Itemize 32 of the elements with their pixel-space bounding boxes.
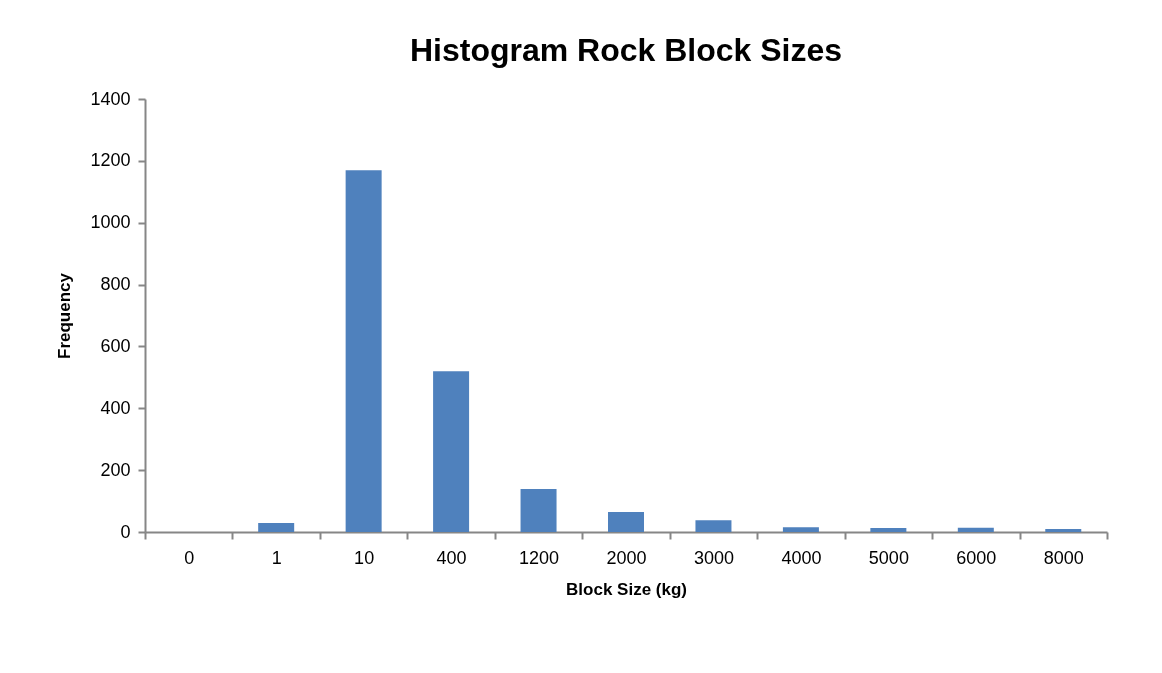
x-tick-label: 1200 xyxy=(519,547,560,568)
bar xyxy=(433,371,470,532)
y-tick-label: 800 xyxy=(100,274,131,295)
x-tick-label: 3000 xyxy=(693,547,734,568)
y-tick-label: 1200 xyxy=(90,150,131,171)
y-tick-label: 600 xyxy=(100,335,131,356)
x-tick-label: 10 xyxy=(354,547,375,568)
x-tick-label: 0 xyxy=(184,547,195,568)
bar xyxy=(608,511,644,532)
bar xyxy=(957,527,994,532)
x-tick-label: 5000 xyxy=(868,547,909,568)
bar xyxy=(782,527,819,532)
x-tick-label: 2000 xyxy=(606,547,647,568)
bar xyxy=(695,520,732,532)
y-tick-label: 0 xyxy=(120,521,131,542)
x-tick-label: 1 xyxy=(271,547,282,568)
bar xyxy=(520,489,557,532)
bar xyxy=(345,170,382,532)
y-tick-label: 1000 xyxy=(90,212,131,233)
x-tick-label: 400 xyxy=(436,547,467,568)
x-tick-label: 8000 xyxy=(1043,547,1084,568)
chart-title: Histogram Rock Block Sizes xyxy=(409,32,843,68)
x-axis-title: Block Size (kg) xyxy=(566,579,687,599)
bar xyxy=(870,527,907,532)
y-tick-label: 400 xyxy=(100,397,131,418)
y-axis-title: Frequency xyxy=(55,272,75,359)
x-tick-label: 4000 xyxy=(781,547,822,568)
x-tick-label: 6000 xyxy=(956,547,997,568)
y-tick-label: 1400 xyxy=(90,88,131,109)
y-tick-label: 200 xyxy=(100,459,131,480)
bar xyxy=(1045,528,1082,532)
bar xyxy=(258,523,295,532)
